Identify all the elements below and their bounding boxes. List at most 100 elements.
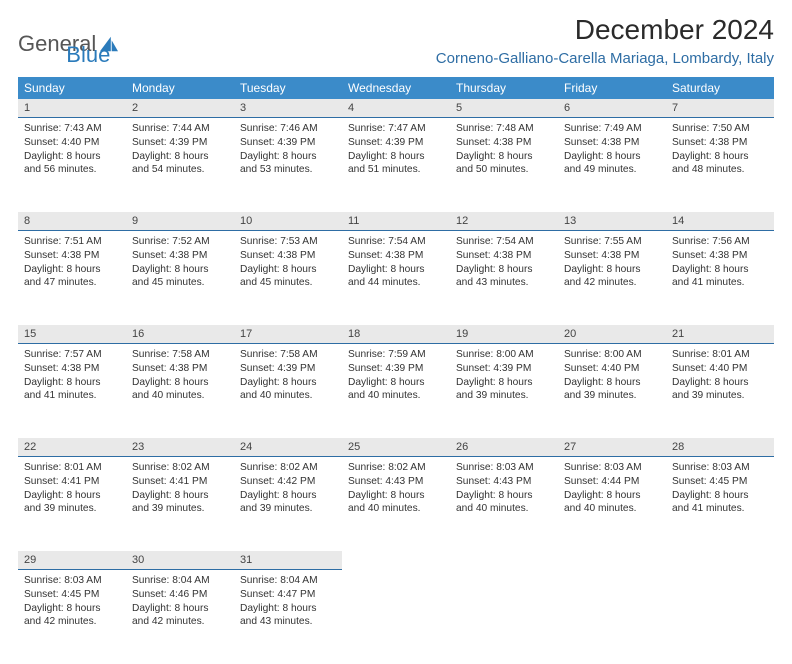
sunset-text: Sunset: 4:40 PM [24, 136, 120, 150]
day-cell: Sunrise: 7:57 AMSunset: 4:38 PMDaylight:… [18, 344, 126, 409]
sunset-text: Sunset: 4:43 PM [456, 475, 552, 489]
sunset-text: Sunset: 4:47 PM [240, 588, 336, 602]
sunrise-text: Sunrise: 7:59 AM [348, 348, 444, 362]
sunrise-text: Sunrise: 8:02 AM [240, 461, 336, 475]
daylight-text: Daylight: 8 hours and 53 minutes. [240, 150, 336, 178]
sunset-text: Sunset: 4:45 PM [672, 475, 768, 489]
header: General Blue December 2024 Corneno-Galli… [18, 14, 774, 73]
daylight-text: Daylight: 8 hours and 40 minutes. [348, 376, 444, 404]
day-number: 30 [126, 551, 234, 570]
sunrise-text: Sunrise: 8:04 AM [132, 574, 228, 588]
day-cell: Sunrise: 8:01 AMSunset: 4:41 PMDaylight:… [18, 457, 126, 522]
sunset-text: Sunset: 4:42 PM [240, 475, 336, 489]
day-number: 5 [450, 99, 558, 118]
day-number: 24 [234, 438, 342, 457]
sunset-text: Sunset: 4:43 PM [348, 475, 444, 489]
day-number: 19 [450, 325, 558, 344]
day-number: 14 [666, 212, 774, 231]
day-cell: Sunrise: 8:04 AMSunset: 4:46 PMDaylight:… [126, 570, 234, 635]
sunset-text: Sunset: 4:41 PM [132, 475, 228, 489]
sunset-text: Sunset: 4:39 PM [132, 136, 228, 150]
day-number: 18 [342, 325, 450, 344]
day-number: 3 [234, 99, 342, 118]
day-cell: Sunrise: 7:44 AMSunset: 4:39 PMDaylight:… [126, 118, 234, 183]
sunrise-text: Sunrise: 8:03 AM [672, 461, 768, 475]
day-cell: Sunrise: 7:59 AMSunset: 4:39 PMDaylight:… [342, 344, 450, 409]
sunset-text: Sunset: 4:38 PM [456, 249, 552, 263]
calendar-header-row: SundayMondayTuesdayWednesdayThursdayFrid… [18, 77, 774, 99]
sunset-text: Sunset: 4:40 PM [672, 362, 768, 376]
sunrise-text: Sunrise: 8:01 AM [24, 461, 120, 475]
day-cell: Sunrise: 7:58 AMSunset: 4:39 PMDaylight:… [234, 344, 342, 409]
daylight-text: Daylight: 8 hours and 40 minutes. [564, 489, 660, 517]
daylight-text: Daylight: 8 hours and 41 minutes. [672, 489, 768, 517]
sunrise-text: Sunrise: 7:51 AM [24, 235, 120, 249]
daylight-text: Daylight: 8 hours and 45 minutes. [240, 263, 336, 291]
daylight-text: Daylight: 8 hours and 41 minutes. [24, 376, 120, 404]
daylight-text: Daylight: 8 hours and 54 minutes. [132, 150, 228, 178]
day-number: 10 [234, 212, 342, 231]
day-cell: Sunrise: 8:04 AMSunset: 4:47 PMDaylight:… [234, 570, 342, 635]
sunrise-text: Sunrise: 7:58 AM [132, 348, 228, 362]
sunset-text: Sunset: 4:38 PM [132, 362, 228, 376]
day-number: 28 [666, 438, 774, 457]
weekday-header: Monday [126, 77, 234, 99]
sunrise-text: Sunrise: 7:54 AM [456, 235, 552, 249]
daylight-text: Daylight: 8 hours and 40 minutes. [348, 489, 444, 517]
month-title: December 2024 [436, 14, 774, 46]
day-cell: Sunrise: 7:52 AMSunset: 4:38 PMDaylight:… [126, 231, 234, 296]
sunset-text: Sunset: 4:39 PM [348, 362, 444, 376]
daylight-text: Daylight: 8 hours and 43 minutes. [456, 263, 552, 291]
day-number: 9 [126, 212, 234, 231]
sunset-text: Sunset: 4:45 PM [24, 588, 120, 602]
day-number: 26 [450, 438, 558, 457]
day-cell: Sunrise: 7:47 AMSunset: 4:39 PMDaylight:… [342, 118, 450, 183]
sunrise-text: Sunrise: 8:02 AM [348, 461, 444, 475]
weekday-header: Saturday [666, 77, 774, 99]
day-cell: Sunrise: 8:00 AMSunset: 4:39 PMDaylight:… [450, 344, 558, 409]
sunrise-text: Sunrise: 7:58 AM [240, 348, 336, 362]
day-cell: Sunrise: 8:03 AMSunset: 4:45 PMDaylight:… [18, 570, 126, 635]
day-number: 25 [342, 438, 450, 457]
day-cell: Sunrise: 8:00 AMSunset: 4:40 PMDaylight:… [558, 344, 666, 409]
sunset-text: Sunset: 4:38 PM [456, 136, 552, 150]
sunrise-text: Sunrise: 7:54 AM [348, 235, 444, 249]
sunrise-text: Sunrise: 7:47 AM [348, 122, 444, 136]
day-cell: Sunrise: 8:02 AMSunset: 4:42 PMDaylight:… [234, 457, 342, 522]
day-number: 13 [558, 212, 666, 231]
day-number: 23 [126, 438, 234, 457]
daylight-text: Daylight: 8 hours and 43 minutes. [240, 602, 336, 630]
day-cell: Sunrise: 7:43 AMSunset: 4:40 PMDaylight:… [18, 118, 126, 183]
sunrise-text: Sunrise: 7:55 AM [564, 235, 660, 249]
sunrise-text: Sunrise: 7:44 AM [132, 122, 228, 136]
sunset-text: Sunset: 4:38 PM [240, 249, 336, 263]
day-number: 7 [666, 99, 774, 118]
daylight-text: Daylight: 8 hours and 47 minutes. [24, 263, 120, 291]
sunrise-text: Sunrise: 7:52 AM [132, 235, 228, 249]
day-number: 2 [126, 99, 234, 118]
sunset-text: Sunset: 4:38 PM [24, 249, 120, 263]
day-number: 31 [234, 551, 342, 570]
daylight-text: Daylight: 8 hours and 40 minutes. [132, 376, 228, 404]
weekday-header: Sunday [18, 77, 126, 99]
day-cell: Sunrise: 8:02 AMSunset: 4:41 PMDaylight:… [126, 457, 234, 522]
sunset-text: Sunset: 4:38 PM [672, 249, 768, 263]
daylight-text: Daylight: 8 hours and 39 minutes. [24, 489, 120, 517]
day-cell: Sunrise: 7:49 AMSunset: 4:38 PMDaylight:… [558, 118, 666, 183]
sunrise-text: Sunrise: 8:00 AM [564, 348, 660, 362]
day-cell: Sunrise: 8:03 AMSunset: 4:44 PMDaylight:… [558, 457, 666, 522]
sunrise-text: Sunrise: 7:57 AM [24, 348, 120, 362]
day-cell: Sunrise: 7:54 AMSunset: 4:38 PMDaylight:… [342, 231, 450, 296]
sunrise-text: Sunrise: 7:49 AM [564, 122, 660, 136]
day-cell: Sunrise: 7:53 AMSunset: 4:38 PMDaylight:… [234, 231, 342, 296]
daylight-text: Daylight: 8 hours and 50 minutes. [456, 150, 552, 178]
logo-text-blue: Blue [66, 42, 110, 68]
sunset-text: Sunset: 4:40 PM [564, 362, 660, 376]
sunrise-text: Sunrise: 8:03 AM [24, 574, 120, 588]
daylight-text: Daylight: 8 hours and 42 minutes. [24, 602, 120, 630]
day-number: 16 [126, 325, 234, 344]
daylight-text: Daylight: 8 hours and 40 minutes. [456, 489, 552, 517]
sunrise-text: Sunrise: 8:03 AM [564, 461, 660, 475]
sunrise-text: Sunrise: 7:50 AM [672, 122, 768, 136]
daylight-text: Daylight: 8 hours and 56 minutes. [24, 150, 120, 178]
